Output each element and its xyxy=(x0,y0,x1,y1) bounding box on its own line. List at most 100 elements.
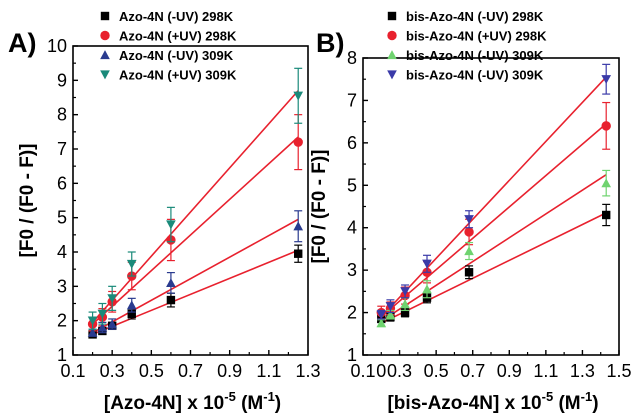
x-axis-title-unit: (M xyxy=(236,393,263,414)
x-tick-label: 0 xyxy=(376,361,386,381)
x-tick-label: 1.5 xyxy=(606,361,631,381)
series-4 xyxy=(376,63,612,320)
data-point xyxy=(376,318,387,328)
fit-line xyxy=(380,123,607,318)
y-tick-label: 8 xyxy=(347,48,357,68)
x-tick-label: 1.3 xyxy=(295,361,320,381)
panel-letter: A) xyxy=(8,28,37,58)
y-tick-label: 8 xyxy=(57,105,67,125)
series-1 xyxy=(377,203,611,324)
x-tick-label: 0.5 xyxy=(139,361,164,381)
data-point xyxy=(601,75,612,85)
y-tick-label: 7 xyxy=(347,90,357,110)
x-tick-label: 0.3 xyxy=(100,361,125,381)
x-axis-title: [Azo-4N] x 10-5 (M-1) xyxy=(104,389,281,414)
data-point xyxy=(87,316,98,326)
data-point xyxy=(126,259,137,269)
x-tick-label: 0.1 xyxy=(60,361,85,381)
legend-marker xyxy=(387,70,397,80)
data-point xyxy=(293,91,304,101)
x-tick-label: 0.9 xyxy=(217,361,242,381)
data-point xyxy=(422,284,432,294)
legend-marker xyxy=(387,50,397,60)
x-axis-title-unit-exponent: -1 xyxy=(581,389,593,404)
y-tick-label: 3 xyxy=(57,276,67,296)
panel-letter: B) xyxy=(316,28,345,58)
legend-label: bis-Azo-4N (-UV) 309K xyxy=(406,48,544,63)
data-point xyxy=(293,137,303,147)
data-point xyxy=(464,227,474,237)
data-point xyxy=(107,294,117,304)
data-point xyxy=(601,121,611,131)
x-axis-title-unit: (M xyxy=(553,393,580,414)
y-tick-label: 10 xyxy=(47,36,67,56)
data-point xyxy=(294,249,303,258)
x-axis-title-end: ) xyxy=(275,393,281,414)
series-2 xyxy=(376,101,611,320)
data-point xyxy=(601,178,612,188)
x-tick-label: 0.7 xyxy=(460,361,485,381)
y-tick-label: 6 xyxy=(57,173,67,193)
fit-line xyxy=(380,174,607,322)
fit-line xyxy=(91,90,299,323)
fit-line xyxy=(92,136,299,325)
y-tick-label: 6 xyxy=(347,133,357,153)
x-tick-label: 1.1 xyxy=(533,361,558,381)
y-tick-label: 9 xyxy=(57,70,67,90)
y-axis-title: [F0 / (F0 - F)] xyxy=(309,150,330,264)
data-point xyxy=(422,259,432,269)
legend-marker xyxy=(100,50,110,60)
y-tick-label: 7 xyxy=(57,139,67,159)
data-point xyxy=(464,268,474,277)
x-axis-title-main: [Azo-4N] x 10 xyxy=(104,393,224,414)
fit-line xyxy=(92,218,299,334)
data-point xyxy=(107,319,117,329)
y-tick-label: 3 xyxy=(347,260,357,280)
data-point xyxy=(385,309,396,319)
plot-frame xyxy=(72,45,309,356)
legend-label: Azo-4N (-UV) 298K xyxy=(119,9,234,24)
y-tick-label: 1 xyxy=(347,345,357,365)
chart-panel-a: A) 0.1 0.3 0.5 0.7 0.9 1.1 1.3 1 2 3 4 5 6 7 8 9 10 Azo-4N… xyxy=(8,9,321,414)
data-point xyxy=(464,215,474,225)
legend-label: Azo-4N (+UV) 298K xyxy=(119,29,237,44)
data-point xyxy=(602,210,611,220)
y-tick-label: 4 xyxy=(57,242,67,262)
x-axis-title-exponent: -5 xyxy=(542,389,554,404)
y-tick-label: 4 xyxy=(347,218,357,238)
data-point xyxy=(293,221,304,231)
x-tick-label: 0.1 xyxy=(350,361,375,381)
series-4 xyxy=(87,67,304,330)
x-axis-title-main: [bis-Azo-4N] x 10 xyxy=(387,393,541,414)
legend-label: Azo-4N (+UV) 309K xyxy=(119,68,237,83)
x-axis-title: [bis-Azo-4N] x 10-5 (M-1) xyxy=(387,389,598,414)
x-tick-label: 0.3 xyxy=(387,361,412,381)
x-tick-label: 0.9 xyxy=(497,361,522,381)
data-point xyxy=(126,300,137,310)
data-point xyxy=(376,310,387,320)
x-tick-label: 1.3 xyxy=(570,361,595,381)
data-point xyxy=(400,308,410,317)
y-axis-title: [F0 / (F0 - F)] xyxy=(17,144,38,258)
legend-marker xyxy=(100,11,110,21)
legend-label: bis-Azo-4N (+UV) 298K xyxy=(406,29,547,44)
data-point xyxy=(97,309,108,319)
data-point xyxy=(400,287,410,297)
chart-panel-b: B) 0.1 0.3 0.5 0.7 0.9 1.1 1.3 1.5 01 2 3 4 5 6 7 8 bis-A… xyxy=(309,9,632,414)
x-tick-label: 1.1 xyxy=(256,361,281,381)
data-point xyxy=(166,220,176,230)
y-tick-label: 2 xyxy=(57,311,67,331)
x-axis-title-unit-exponent: -1 xyxy=(263,389,275,404)
legend-marker xyxy=(100,70,110,80)
x-tick-label: 0.5 xyxy=(424,361,449,381)
legend-label: bis-Azo-4N (-UV) 298K xyxy=(406,9,544,24)
data-point xyxy=(400,299,410,309)
legend-marker xyxy=(100,30,110,41)
data-point xyxy=(87,327,98,337)
fit-line xyxy=(380,212,607,324)
y-tick-label: 5 xyxy=(347,175,357,195)
legend-marker xyxy=(387,11,397,21)
data-point xyxy=(166,295,176,305)
fit-line xyxy=(92,249,299,336)
fit-line xyxy=(380,76,607,318)
